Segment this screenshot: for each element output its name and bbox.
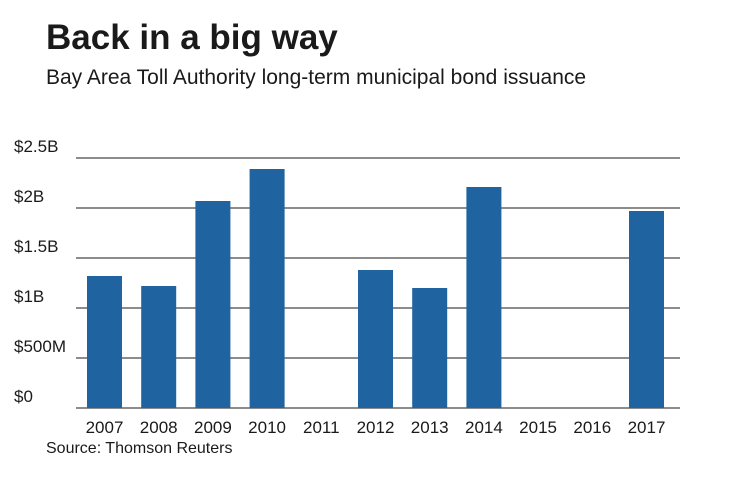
bar-2012	[358, 270, 393, 408]
bar-2008	[141, 286, 177, 408]
bar-2010	[249, 169, 285, 408]
x-tick-label-2013: 2013	[411, 418, 449, 437]
bar-2013	[412, 288, 448, 408]
x-tick-label-2010: 2010	[248, 418, 286, 437]
chart-title: Back in a big way	[46, 18, 338, 57]
y-tick-label: $500M	[14, 337, 66, 356]
y-axis-labels: $0 $500M $1B $1.5B $2B $2.5B	[14, 137, 66, 406]
bar-2017	[629, 211, 664, 408]
bars	[87, 169, 664, 408]
chart-subtitle: Bay Area Toll Authority long-term munici…	[46, 66, 587, 89]
bar-2014	[466, 187, 502, 408]
x-tick-label-2017: 2017	[628, 418, 666, 437]
source-note: Source: Thomson Reuters	[46, 440, 233, 457]
x-tick-label-2014: 2014	[465, 418, 503, 437]
y-tick-label: $1.5B	[14, 237, 58, 256]
y-tick-label: $2B	[14, 187, 44, 206]
bar-2009	[195, 201, 231, 408]
x-tick-label-2012: 2012	[357, 418, 395, 437]
y-tick-label: $2.5B	[14, 137, 58, 156]
x-tick-label-2015: 2015	[519, 418, 557, 437]
x-axis-labels: 2007 2008 2009 2010 2011 2012 2013 2014 2015 2016…	[86, 418, 666, 437]
bar-2007	[87, 276, 122, 408]
y-tick-label: $1B	[14, 287, 44, 306]
x-tick-label-2011: 2011	[303, 418, 340, 437]
x-tick-label-2009: 2009	[194, 418, 232, 437]
x-tick-label-2008: 2008	[140, 418, 178, 437]
x-tick-label-2007: 2007	[86, 418, 124, 437]
y-tick-label: $0	[14, 387, 33, 406]
x-tick-label-2016: 2016	[573, 418, 611, 437]
